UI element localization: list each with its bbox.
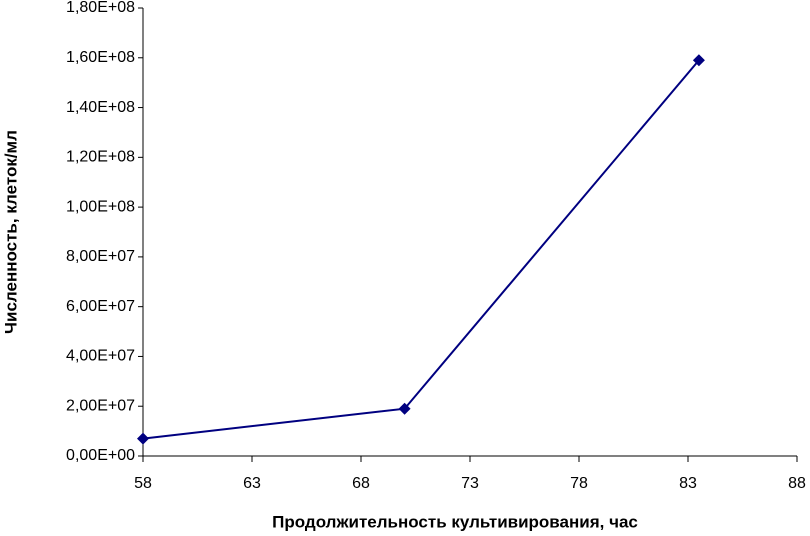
y-tick-label: 1,60E+08	[66, 49, 135, 66]
line	[142, 59, 700, 440]
y-tick-label: 2,00E+07	[66, 397, 135, 414]
y-tick-label: 1,00E+08	[66, 198, 135, 215]
x-tick-label: 63	[243, 475, 261, 492]
y-tick-label: 8,00E+07	[66, 248, 135, 265]
x-tick-label: 83	[679, 475, 697, 492]
x-tick-label: 68	[352, 475, 370, 492]
marker	[692, 54, 705, 67]
marker	[137, 432, 149, 445]
y-axis-title: Численность, клеток/мл	[1, 130, 20, 334]
x-tick-label: 78	[570, 475, 588, 492]
y-tick-label: 1,80E+08	[66, 0, 135, 16]
y-tick-label: 1,40E+08	[66, 99, 135, 116]
marker	[398, 402, 411, 415]
y-tick-label: 4,00E+07	[66, 348, 135, 365]
x-tick-label: 58	[134, 475, 152, 492]
y-tick-label: 0,00E+00	[66, 447, 135, 464]
x-tick-label: 88	[788, 475, 806, 492]
y-tick-label: 6,00E+07	[66, 298, 135, 315]
y-tick-label: 1,20E+08	[66, 149, 135, 166]
x-axis-title: Продолжительность культивирования, час	[272, 512, 638, 531]
x-tick-label: 73	[461, 475, 479, 492]
